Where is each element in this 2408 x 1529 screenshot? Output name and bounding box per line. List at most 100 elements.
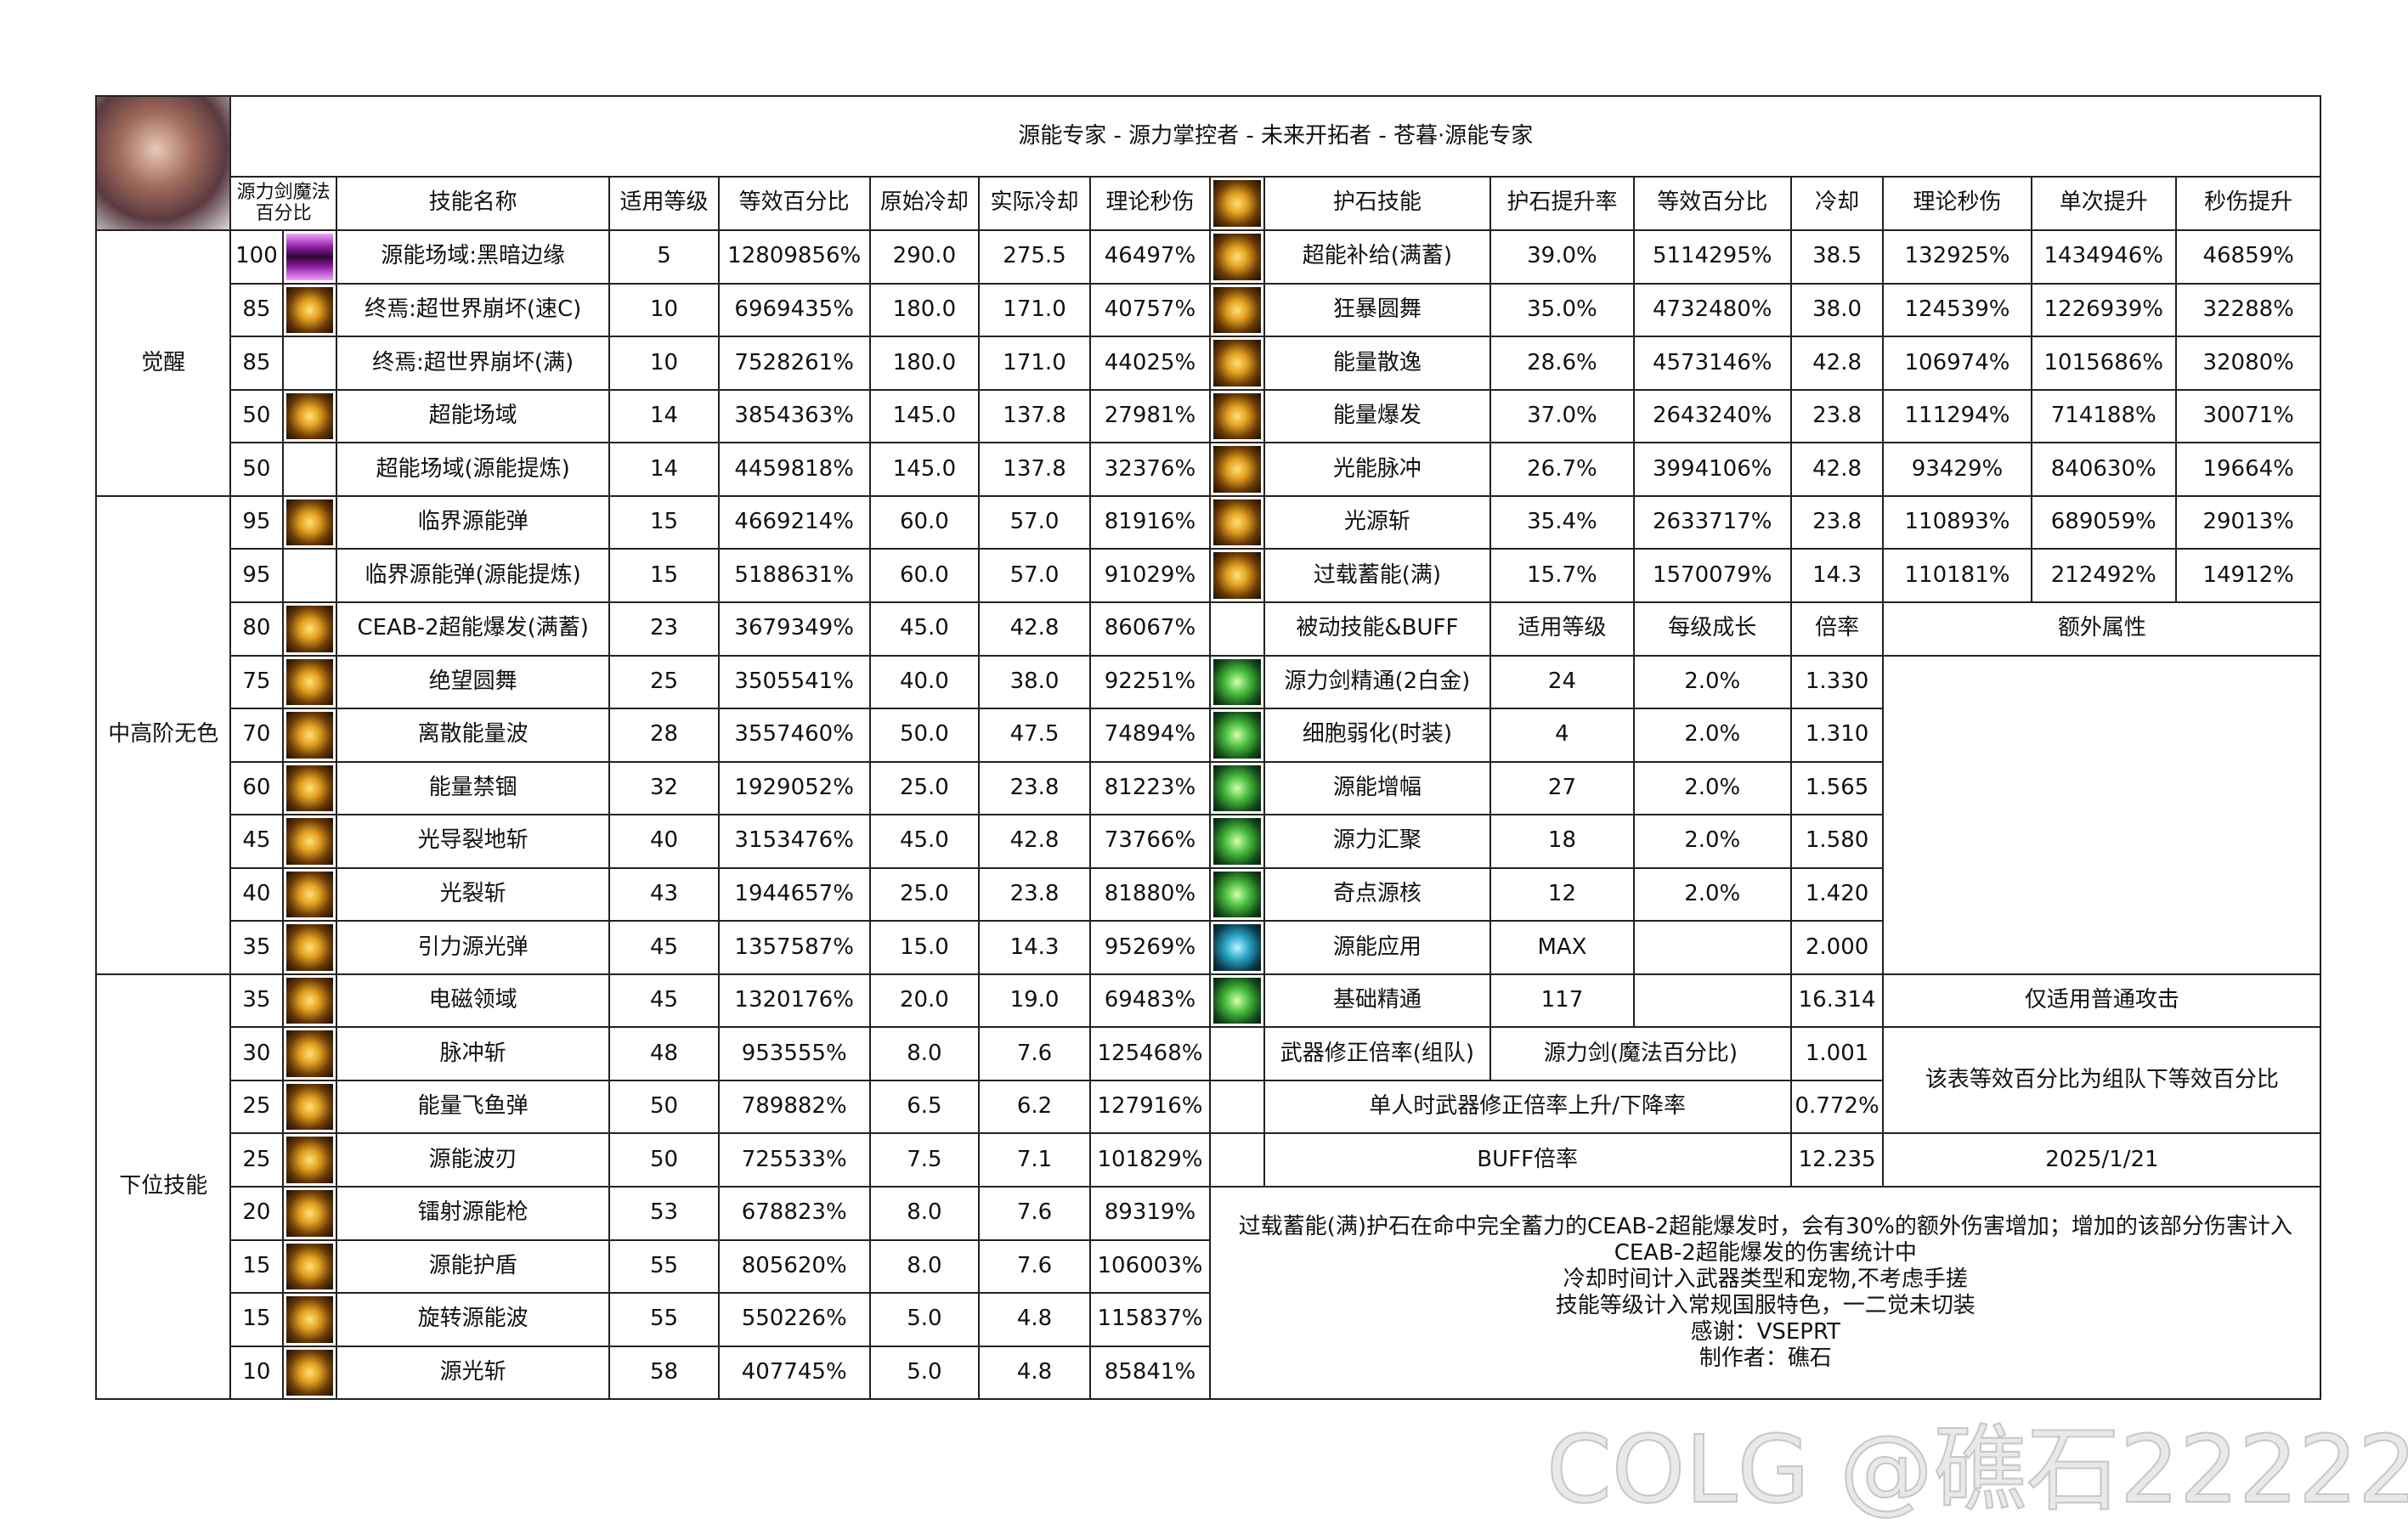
base-cooldown: 8.0 [868,1238,981,1295]
weapon-label: 武器修正倍率(组队) [1263,1026,1492,1081]
stone-skill: 光能脉冲 [1263,442,1492,497]
actual-cooldown: 23.8 [978,866,1091,922]
equivalent-percent: 4573146% [1632,336,1792,391]
dps-gain: 29013% [2174,494,2322,550]
icon-cell [1209,442,1265,497]
base-cooldown: 45.0 [868,814,981,869]
actual-cooldown: 4.8 [978,1292,1091,1347]
empty-cell [1209,1026,1265,1081]
magic-ratio: 75 [229,654,284,710]
actual-cooldown: 137.8 [978,442,1091,497]
stone-skill: 能量散逸 [1263,336,1492,391]
column-header: 护石提升率 [1489,175,1635,232]
base-cooldown: 6.5 [868,1079,981,1135]
theoretical-dps: 27981% [1088,388,1212,444]
theoretical-dps: 93429% [1882,442,2032,497]
group-label: 中高阶无色 [95,494,232,975]
theoretical-dps: 125468% [1088,1026,1212,1081]
single-gain: 714188% [2030,388,2177,444]
theoretical-dps: 32376% [1088,442,1212,497]
skill-level: 14 [608,388,720,444]
skill-level: 10 [608,282,720,338]
passive-name: 基础精通 [1263,973,1492,1029]
cooldown: 23.8 [1789,388,1885,444]
passive-name: 源能增幅 [1263,760,1492,816]
theoretical-dps: 110893% [1882,494,2032,550]
dps-gain: 19664% [2174,442,2322,497]
passive-name: 细胞弱化(时装) [1263,708,1492,763]
theoretical-dps: 132925% [1882,229,2032,285]
equivalent-percent: 678823% [717,1186,871,1241]
skill-name: 光导裂地斩 [336,814,611,869]
icon-cell [281,229,338,285]
skill-icon [285,871,334,918]
skill-level: 32 [608,760,720,816]
skill-icon [1213,499,1261,546]
note-line: 制作者：礁石 [1699,1346,1832,1372]
passive-name: 奇点源核 [1263,866,1492,922]
group-label: 下位技能 [95,973,232,1401]
theoretical-dps: 69483% [1088,973,1212,1029]
icon-cell [281,708,338,763]
skill-name: 镭射源能枪 [336,1186,611,1241]
passive-name: 源力汇聚 [1263,814,1492,869]
skill-name: 旋转源能波 [336,1292,611,1347]
theoretical-dps: 46497% [1088,229,1212,285]
theoretical-dps: 115837% [1088,1292,1212,1347]
equivalent-percent: 4732480% [1632,282,1792,338]
note-line: 冷却时间计入武器类型和宠物,不考虑手搓 [1563,1267,1968,1293]
icon-cell [1209,973,1265,1029]
skill-icon [1213,446,1261,493]
passive-growth: 2.0% [1632,708,1792,763]
actual-cooldown: 57.0 [978,494,1091,550]
theoretical-dps: 86067% [1088,601,1212,657]
single-gain: 212492% [2030,548,2177,603]
actual-cooldown: 171.0 [978,282,1091,338]
skill-level: 45 [608,973,720,1029]
equivalent-percent: 5188631% [717,548,871,603]
icon-cell [1209,708,1265,763]
base-cooldown: 290.0 [868,229,981,285]
icon-cell [281,442,338,497]
equivalent-percent: 5114295% [1632,229,1792,285]
actual-cooldown: 171.0 [978,336,1091,391]
magic-ratio: 35 [229,920,284,975]
equivalent-percent: 789882% [717,1079,871,1135]
skill-icon [285,392,334,440]
skill-name: 临界源能弹(源能提炼) [336,548,611,603]
column-header: 额外属性 [1882,601,2322,657]
icon-cell [281,494,338,550]
cooldown: 38.0 [1789,282,1885,338]
skill-level: 50 [608,1132,720,1188]
stone-skill: 过载蓄能(满) [1263,548,1492,603]
equivalent-percent: 1357587% [717,920,871,975]
actual-cooldown: 7.6 [978,1026,1091,1081]
passive-level: 24 [1489,654,1635,710]
skill-name: 离散能量波 [336,708,611,763]
cooldown: 42.8 [1789,336,1885,391]
skill-level: 15 [608,494,720,550]
magic-ratio: 15 [229,1292,284,1347]
equivalent-percent: 1570079% [1632,548,1792,603]
dps-gain: 32080% [2174,336,2322,391]
date: 2025/1/21 [1882,1132,2322,1188]
watermark: COLG @礁石22222 [1546,1414,2408,1525]
actual-cooldown: 23.8 [978,760,1091,816]
skill-icon [1213,871,1261,918]
column-header: 等效百分比 [717,175,871,232]
column-header: 倍率 [1789,601,1885,657]
buff-label: BUFF倍率 [1263,1132,1792,1188]
magic-ratio: 25 [229,1079,284,1135]
column-header: 每级成长 [1632,601,1792,657]
magic-ratio: 25 [229,1132,284,1188]
passive-level: MAX [1489,920,1635,975]
passive-rate: 1.330 [1789,654,1885,710]
empty-cell [1209,1132,1265,1188]
skill-name: 终焉:超世界崩坏(速C) [336,282,611,338]
skill-level: 23 [608,601,720,657]
actual-cooldown: 57.0 [978,548,1091,603]
column-header: 冷却 [1789,175,1885,232]
theoretical-dps: 74894% [1088,708,1212,763]
